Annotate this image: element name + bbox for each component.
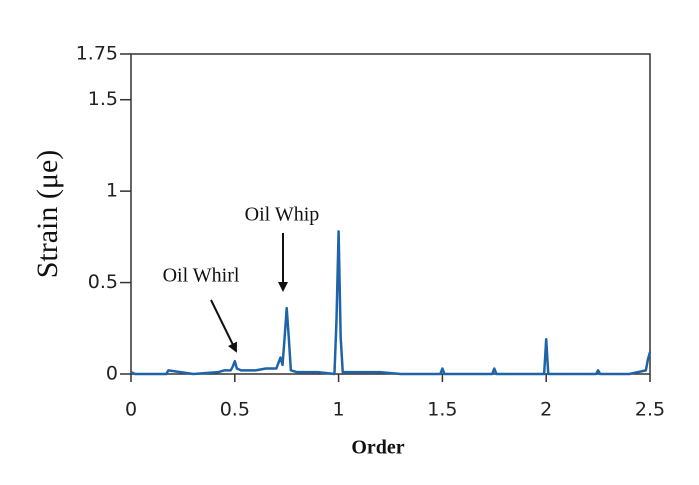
y-tick-label: 0 (106, 363, 118, 385)
x-tick-label: 1.5 (427, 399, 457, 421)
annotation: Oil Whip (245, 204, 320, 226)
y-tick-label: 1 (106, 180, 118, 202)
annotation: Oil Whirl (163, 265, 240, 287)
y-tick-label: 1.5 (88, 88, 118, 110)
y-tick-label: 1.75 (76, 43, 118, 65)
x-tick-label: 2.5 (635, 399, 665, 421)
y-axis-label: Strain (μe) (31, 150, 64, 279)
x-tick-label: 1 (333, 399, 345, 421)
x-axis-label: Order (351, 437, 404, 459)
data-line (130, 230, 652, 376)
x-tick-label: 0.5 (220, 399, 250, 421)
annotation-arrow (210, 299, 237, 353)
x-tick-label: 2 (540, 399, 552, 421)
x-tick-label: 0 (125, 399, 137, 421)
y-tick-label: 0.5 (88, 271, 118, 293)
plot-frame (130, 53, 651, 375)
